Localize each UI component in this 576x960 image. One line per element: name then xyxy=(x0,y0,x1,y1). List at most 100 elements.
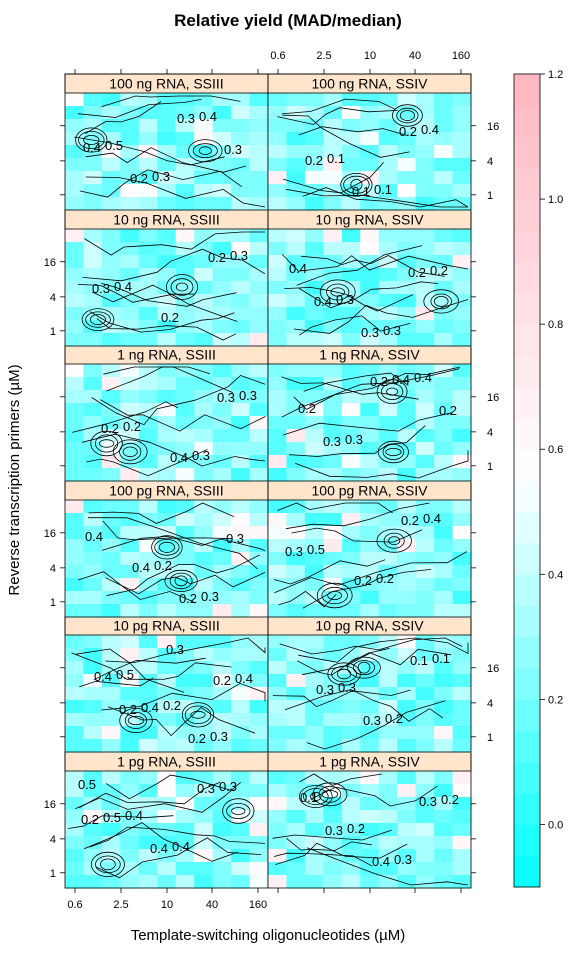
y-axis-label: Reverse transcription primers (µM) xyxy=(6,364,23,595)
heat-cell xyxy=(231,526,251,540)
contour-loop xyxy=(119,442,142,461)
heat-cell xyxy=(304,93,324,107)
heat-cell xyxy=(249,713,269,727)
heat-cell xyxy=(286,674,306,688)
heat-cell xyxy=(452,648,472,662)
heat-cell xyxy=(101,784,121,798)
contour-loop xyxy=(119,708,153,734)
contour-loop xyxy=(95,434,119,453)
heat-cell xyxy=(452,416,472,430)
heat-cell xyxy=(323,635,343,649)
heat-cell xyxy=(101,119,121,133)
heat-cell xyxy=(101,364,121,378)
heat-cell xyxy=(212,119,232,133)
heat-cell xyxy=(397,268,417,282)
heat-cell xyxy=(175,307,195,321)
heat-cell xyxy=(378,468,398,482)
heat-cell xyxy=(360,106,380,120)
heat-cell xyxy=(323,539,343,553)
heat-cell xyxy=(397,132,417,146)
contour-label: 0.1 xyxy=(410,653,428,668)
heat-cell xyxy=(304,565,324,579)
heat-cell xyxy=(175,242,195,256)
heat-cell xyxy=(120,771,140,785)
heat-cell xyxy=(175,132,195,146)
heat-cell xyxy=(378,726,398,740)
heat-cell xyxy=(286,145,306,159)
heat-cell xyxy=(83,875,103,889)
contour-loop xyxy=(75,127,108,153)
heat-cell xyxy=(83,700,103,714)
heat-cell xyxy=(212,674,232,688)
heat-cell xyxy=(157,635,177,649)
heat-cell xyxy=(83,242,103,256)
heat-cell xyxy=(341,513,361,527)
heat-cell xyxy=(65,229,85,243)
contour-label: 0.3 xyxy=(166,642,184,657)
heat-cell xyxy=(212,797,232,811)
heat-cell xyxy=(360,93,380,107)
x-tick-label: 160 xyxy=(249,899,267,911)
heat-cell xyxy=(434,320,454,334)
contour-line xyxy=(284,689,444,722)
contour-label: 0.3 xyxy=(201,589,219,604)
heat-cell xyxy=(194,552,214,566)
contour-label: 0.4 xyxy=(83,140,101,155)
heat-cell xyxy=(120,229,140,243)
heat-cell xyxy=(120,526,140,540)
heat-cell xyxy=(138,726,158,740)
contour-line xyxy=(88,502,234,524)
heat-cell xyxy=(249,875,269,889)
contour-line xyxy=(289,425,426,457)
heat-cell xyxy=(268,661,288,675)
heat-cell xyxy=(397,281,417,295)
contour-line xyxy=(279,637,463,655)
heat-cell xyxy=(83,661,103,675)
heat-cell xyxy=(101,377,121,391)
heat-cell xyxy=(65,184,85,198)
contour-line xyxy=(295,450,469,479)
heat-cell xyxy=(231,158,251,172)
heat-cell xyxy=(249,93,269,107)
contour-label: 0.2 xyxy=(101,421,119,436)
heat-cell xyxy=(378,591,398,605)
heat-cell xyxy=(212,552,232,566)
colorbar-bin xyxy=(514,605,540,638)
contour-loop xyxy=(122,446,138,458)
contour-label: 0.4 xyxy=(423,511,441,526)
heat-cell xyxy=(212,578,232,592)
heat-cell xyxy=(434,307,454,321)
heat-cell xyxy=(360,648,380,662)
heat-cell xyxy=(65,552,85,566)
colorbar-tick-label: 1.2 xyxy=(548,69,563,81)
heat-cell xyxy=(452,687,472,701)
heat-cell xyxy=(249,661,269,675)
contour-loop xyxy=(226,803,251,820)
contour-label: 0.3 xyxy=(323,434,341,449)
heat-cell xyxy=(341,390,361,404)
heat-cell xyxy=(286,468,306,482)
panel: 0.5 0.2 0.3 0.4 0.4 0.2 0.4 0.2 0.3 0.2 10 pg RNA,… xyxy=(64,615,269,753)
heat-cell xyxy=(323,364,343,378)
heat-cell xyxy=(101,268,121,282)
heat-cell xyxy=(452,307,472,321)
heat-cell xyxy=(268,416,288,430)
heat-cell xyxy=(323,810,343,824)
contour-label: 0.3 xyxy=(226,531,244,546)
heat-cell xyxy=(378,836,398,850)
contour-label: 0.1 xyxy=(327,151,345,166)
heat-cell xyxy=(65,106,85,120)
contour-loop xyxy=(310,791,322,802)
contour-label: 0.3 xyxy=(219,779,237,794)
colorbar-bin xyxy=(514,480,540,513)
heat-cell xyxy=(175,513,195,527)
heat-cell xyxy=(231,93,251,107)
heat-cell xyxy=(434,771,454,785)
heat-cell xyxy=(434,591,454,605)
heat-cell xyxy=(175,687,195,701)
heat-cell xyxy=(157,294,177,308)
heat-cell xyxy=(212,823,232,837)
y-tick-label: 16 xyxy=(487,663,499,675)
heat-cell xyxy=(65,145,85,159)
heat-cell xyxy=(120,797,140,811)
